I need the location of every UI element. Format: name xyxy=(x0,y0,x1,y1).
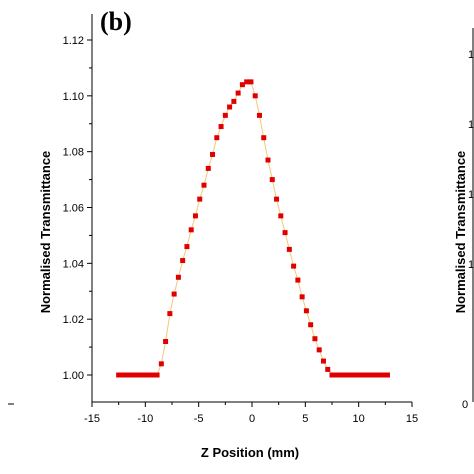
data-point xyxy=(338,372,344,378)
data-point xyxy=(188,227,194,233)
data-point xyxy=(256,112,262,118)
data-point xyxy=(158,361,164,367)
data-point xyxy=(342,372,348,378)
data-point xyxy=(231,98,237,104)
data-point xyxy=(180,258,186,264)
data-point xyxy=(350,372,356,378)
data-point xyxy=(286,246,292,252)
data-point xyxy=(367,372,373,378)
side-panel-tick-label: 0 xyxy=(462,399,468,411)
data-point xyxy=(372,372,378,378)
data-point xyxy=(124,372,130,378)
side-panel-tick-label: 1 xyxy=(468,49,474,61)
y-tick-label: 1.00 xyxy=(63,370,84,382)
side-panel-tick-label: 1 xyxy=(468,259,474,271)
data-point xyxy=(265,157,271,163)
data-point xyxy=(150,372,156,378)
data-point xyxy=(320,358,326,364)
x-tick-label: 10 xyxy=(353,413,365,425)
data-point xyxy=(235,90,241,96)
data-point xyxy=(376,372,382,378)
data-point xyxy=(171,291,177,297)
data-point xyxy=(239,82,245,88)
data-point xyxy=(116,372,122,378)
data-point xyxy=(175,274,181,280)
data-point xyxy=(295,277,301,283)
data-point xyxy=(325,366,331,372)
data-point xyxy=(227,104,233,110)
data-point xyxy=(261,135,267,141)
data-point xyxy=(120,372,126,378)
panel-label: (b) xyxy=(100,7,132,36)
data-point xyxy=(222,112,228,118)
data-point xyxy=(384,372,390,378)
data-point xyxy=(167,311,173,317)
data-point xyxy=(291,263,297,269)
data-point xyxy=(137,372,143,378)
x-tick-label: 15 xyxy=(406,413,418,425)
data-point xyxy=(333,372,339,378)
x-tick-label: -5 xyxy=(194,413,204,425)
y-tick-label: 1.04 xyxy=(63,258,84,270)
data-point xyxy=(282,230,288,236)
y-tick-label: 1.10 xyxy=(63,91,84,103)
data-point xyxy=(363,372,369,378)
y-axis-title: Normalised Transmittance xyxy=(38,151,53,314)
y-tick-label: 1.06 xyxy=(63,203,84,215)
data-point xyxy=(128,372,134,378)
data-point xyxy=(154,372,160,378)
side-panel-ticks: 1 1 1 1 0 xyxy=(462,49,474,411)
data-point xyxy=(312,336,318,342)
data-point xyxy=(274,196,280,202)
data-point xyxy=(316,347,322,353)
side-panel-tick-label: 1 xyxy=(468,189,474,201)
data-point xyxy=(355,372,361,378)
y-tick-label: 1.08 xyxy=(63,147,84,159)
data-point xyxy=(329,372,335,378)
side-panel-tick-label: 1 xyxy=(468,119,474,131)
data-point xyxy=(218,124,224,130)
data-point xyxy=(380,372,386,378)
data-point xyxy=(210,151,216,157)
data-point xyxy=(299,294,305,300)
x-tick-label: 5 xyxy=(302,413,308,425)
x-tick-label: -15 xyxy=(84,413,100,425)
y-tick-label: 1.12 xyxy=(63,35,84,47)
data-point xyxy=(214,135,220,141)
data-point xyxy=(278,213,284,219)
data-point xyxy=(141,372,147,378)
data-point xyxy=(197,196,203,202)
data-point xyxy=(303,308,309,314)
data-point xyxy=(252,93,258,99)
data-point xyxy=(248,79,254,85)
plot-area: -15 -10 -5 0 5 10 15 1.00 1.02 1.04 1.06 1.08 1.10 1.… xyxy=(63,14,418,425)
data-point xyxy=(133,372,139,378)
y-tick-label: 1.02 xyxy=(63,314,84,326)
x-axis-title: Z Position (mm) xyxy=(201,445,299,460)
data-point xyxy=(163,339,169,344)
x-tick-label: -10 xyxy=(137,413,153,425)
data-point xyxy=(269,177,275,183)
data-point xyxy=(244,79,250,85)
data-point xyxy=(192,213,198,219)
data-point xyxy=(146,372,152,378)
data-point xyxy=(201,182,207,188)
data-point xyxy=(205,165,211,171)
data-point xyxy=(346,372,352,378)
data-point xyxy=(359,372,365,378)
data-point xyxy=(184,244,190,250)
side-panel-ylabel: Normalised Transmittance xyxy=(453,151,468,314)
data-point xyxy=(308,322,314,328)
x-tick-label: 0 xyxy=(249,413,255,425)
